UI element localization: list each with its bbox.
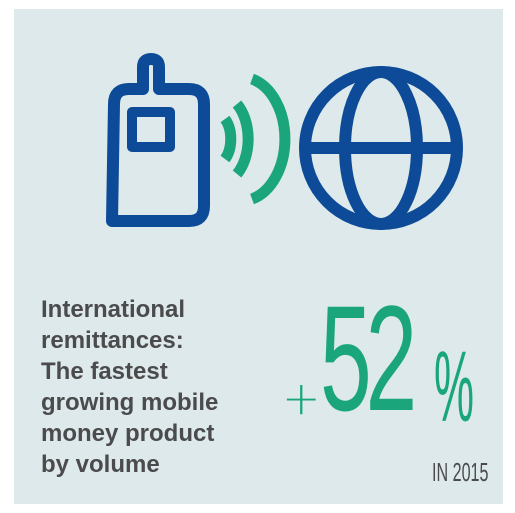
globe-icon (299, 66, 463, 230)
wireless-signal-icon (220, 73, 291, 205)
description-line: remittances: (41, 327, 184, 354)
icon-row (106, 53, 463, 230)
mobile-phone-icon (106, 53, 210, 227)
description-line: growing mobile (41, 389, 219, 416)
infographic-card: International remittances: The fastest g… (14, 9, 503, 504)
stat-period: IN 2015 (432, 457, 489, 487)
description-line: The fastest (41, 358, 168, 385)
stat-unit: % (434, 331, 475, 443)
description-line: money product (41, 420, 215, 447)
remittance-description: International remittances: The fastest g… (41, 294, 281, 480)
stat-sign: + (282, 371, 321, 425)
description-line: by volume (41, 451, 160, 478)
description-line: International (41, 296, 186, 323)
growth-statistic: + 52 % IN 2015 (282, 283, 497, 489)
stat-value: 52 (320, 274, 417, 442)
